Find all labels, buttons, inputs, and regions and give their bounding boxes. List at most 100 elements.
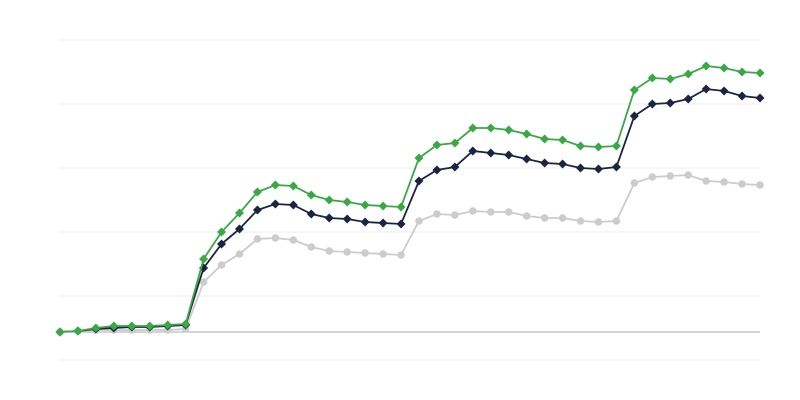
data-point [55, 327, 65, 337]
data-point [324, 213, 334, 223]
data-point [360, 217, 370, 227]
series-line [59, 88, 761, 333]
data-point [468, 146, 478, 156]
data-point [288, 200, 298, 210]
data-point [683, 69, 693, 79]
data-point [593, 142, 603, 152]
data-point [540, 158, 550, 168]
data-point [504, 150, 514, 160]
data-point [469, 207, 477, 215]
series-line [59, 65, 761, 333]
data-point [540, 214, 549, 222]
data-point [414, 176, 424, 186]
data-point [612, 217, 621, 225]
data-point [271, 234, 280, 242]
data-point [433, 210, 441, 218]
data-point [504, 208, 513, 216]
data-point [342, 197, 352, 207]
data-point [702, 177, 710, 185]
data-point [432, 165, 442, 175]
data-point [360, 200, 370, 210]
data-point [720, 178, 728, 186]
data-point [504, 125, 514, 135]
data-point [701, 61, 711, 71]
data-point [486, 148, 496, 158]
data-point [415, 217, 423, 225]
data-point [252, 205, 262, 215]
data-point [665, 98, 675, 108]
data-point [270, 180, 280, 190]
data-point [738, 180, 746, 188]
data-point [648, 173, 657, 181]
data-point [217, 261, 226, 269]
data-point [324, 195, 334, 205]
data-point [755, 93, 765, 103]
data-point [91, 323, 101, 333]
data-point [719, 86, 729, 96]
data-point [558, 214, 567, 222]
data-point [737, 67, 747, 77]
data-point [719, 63, 729, 73]
data-point [289, 236, 298, 244]
series-line [59, 174, 761, 333]
data-point [342, 214, 352, 224]
data-point [684, 171, 693, 179]
data-point [306, 190, 316, 200]
data-point [468, 123, 478, 133]
data-point [522, 154, 532, 164]
data-point [378, 201, 388, 211]
data-point [414, 153, 424, 163]
data-point [683, 94, 693, 104]
data-point [665, 74, 675, 84]
data-point [234, 208, 244, 218]
data-point [288, 181, 298, 191]
data-point [396, 219, 406, 229]
data-point [343, 248, 351, 256]
data-point [755, 68, 765, 78]
data-point [522, 212, 531, 220]
data-point [558, 135, 568, 145]
data-point [629, 85, 639, 95]
data-point [522, 129, 532, 139]
data-point [432, 140, 442, 150]
data-point [629, 111, 639, 121]
data-point [576, 217, 585, 225]
data-point [397, 251, 405, 259]
data-point [540, 134, 550, 144]
data-point [379, 250, 387, 258]
data-point [234, 224, 244, 234]
data-point [361, 249, 369, 257]
data-point [611, 162, 621, 172]
data-point [217, 227, 227, 237]
data-point [576, 141, 586, 151]
data-point [127, 321, 137, 331]
data-point [306, 209, 316, 219]
data-point [630, 179, 639, 187]
data-point [558, 159, 568, 169]
data-point [594, 218, 603, 226]
data-point [145, 321, 155, 331]
data-point [235, 250, 244, 258]
data-point [109, 321, 119, 331]
data-point [486, 123, 496, 133]
data-point [181, 319, 191, 329]
data-point [647, 99, 657, 109]
data-point [163, 320, 173, 330]
data-point [450, 138, 460, 148]
data-point [253, 235, 262, 243]
data-point [611, 141, 621, 151]
data-point [450, 162, 460, 172]
data-point [199, 254, 209, 264]
data-point [701, 84, 711, 94]
data-point [737, 91, 747, 101]
data-point [593, 164, 603, 174]
data-point [199, 278, 208, 286]
data-point [73, 326, 83, 336]
data-point [307, 243, 316, 251]
data-point [217, 239, 227, 249]
data-point [325, 247, 334, 255]
data-point [647, 73, 657, 83]
data-point [486, 208, 495, 216]
data-point [378, 218, 388, 228]
